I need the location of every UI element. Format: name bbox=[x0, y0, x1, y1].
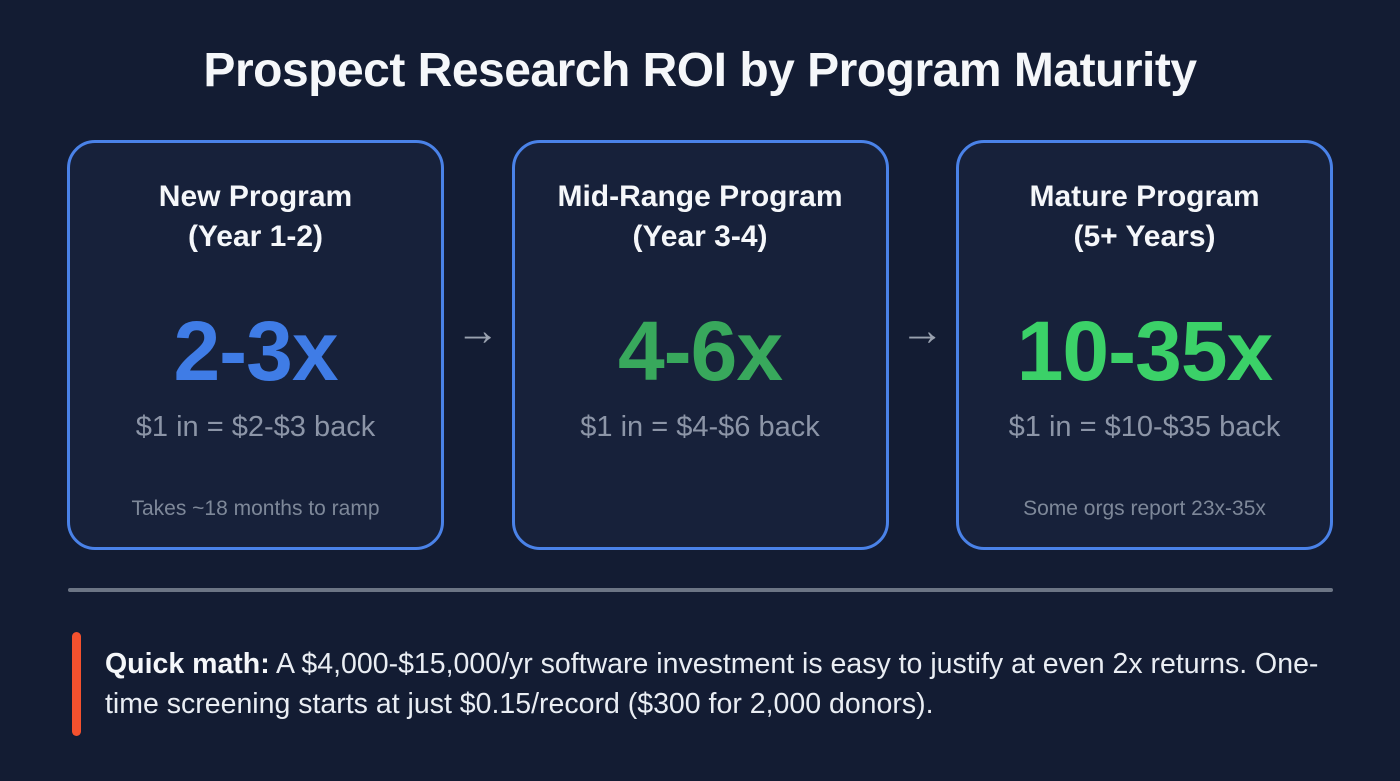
card-mature-program-title: Mature Program (5+ Years) bbox=[1029, 177, 1259, 257]
section-divider bbox=[68, 588, 1333, 592]
callout-text: Quick math: A $4,000-$15,000/yr software… bbox=[105, 632, 1340, 736]
card-mid-range-program-title: Mid-Range Program (Year 3-4) bbox=[557, 177, 842, 257]
roi-equation: $1 in = $2-$3 back bbox=[135, 411, 376, 443]
card-title-line2: (Year 1-2) bbox=[187, 220, 324, 253]
card-mature-program: Mature Program (5+ Years) 10-35x $1 in =… bbox=[956, 140, 1333, 550]
card-title-line2: (5+ Years) bbox=[1073, 220, 1216, 253]
card-title-line1: Mature Program bbox=[1029, 180, 1260, 213]
card-title-line1: New Program bbox=[158, 180, 353, 213]
card-new-program: New Program (Year 1-2) 2-3x $1 in = $2-$… bbox=[67, 140, 444, 550]
arrow-cell: → bbox=[889, 140, 956, 550]
maturity-cards-row: New Program (Year 1-2) 2-3x $1 in = $2-$… bbox=[67, 140, 1333, 550]
callout-label: Quick math: bbox=[105, 648, 270, 680]
arrow-cell: → bbox=[444, 140, 511, 550]
card-title-line1: Mid-Range Program bbox=[557, 180, 843, 213]
card-footnote: Takes ~18 months to ramp bbox=[131, 497, 380, 520]
roi-equation: $1 in = $4-$6 back bbox=[580, 411, 820, 443]
card-mid-range-program: Mid-Range Program (Year 3-4) 4-6x $1 in … bbox=[511, 140, 889, 550]
roi-multiplier: 10-35x bbox=[1016, 304, 1274, 398]
right-arrow-icon: → bbox=[455, 306, 500, 355]
quick-math-callout: Quick math: A $4,000-$15,000/yr software… bbox=[72, 632, 1340, 736]
page-title: Prospect Research ROI by Program Maturit… bbox=[203, 44, 1197, 97]
card-new-program-title: New Program (Year 1-2) bbox=[159, 177, 352, 257]
right-arrow-icon: → bbox=[900, 306, 945, 355]
callout-accent-bar bbox=[72, 632, 81, 736]
roi-multiplier: 2-3x bbox=[173, 304, 338, 398]
roi-multiplier: 4-6x bbox=[617, 304, 783, 398]
card-footnote: Some orgs report 23x-35x bbox=[1023, 497, 1266, 520]
card-title-line2: (Year 3-4) bbox=[632, 220, 768, 253]
callout-body: A $4,000-$15,000/yr software investment … bbox=[105, 648, 1319, 720]
roi-equation: $1 in = $10-$35 back bbox=[1008, 411, 1281, 443]
